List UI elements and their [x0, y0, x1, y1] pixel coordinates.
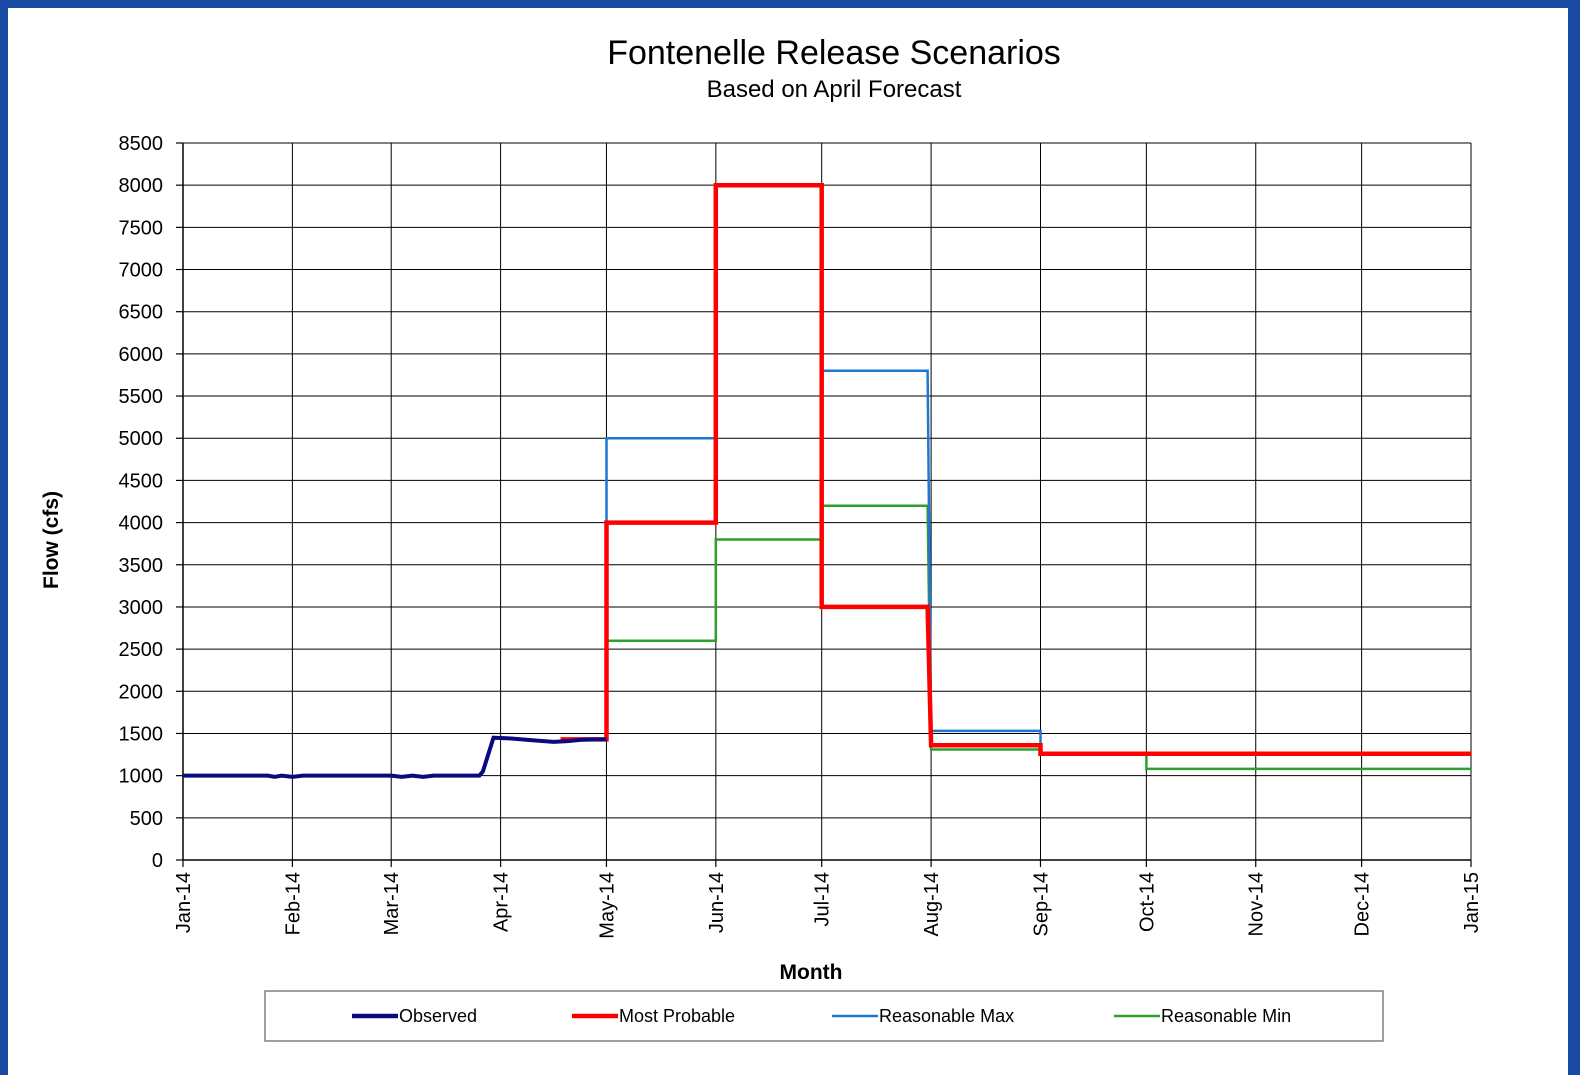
- y-tick-label: 7000: [119, 260, 164, 282]
- series-lines: [183, 182, 1471, 779]
- x-axis-label: Month: [780, 961, 843, 984]
- legend-label: Reasonable Max: [879, 1006, 1014, 1026]
- x-tick-label: Oct-14: [1136, 872, 1158, 932]
- y-tick-label: 5500: [119, 386, 164, 408]
- chart-title: Fontenelle Release Scenarios: [607, 34, 1061, 72]
- y-tick-label: 2500: [119, 639, 164, 661]
- y-tick-label: 8500: [119, 133, 164, 155]
- y-tick-label: 1000: [119, 766, 164, 788]
- x-tick-label: May-14: [596, 872, 618, 939]
- series-line-observed: [183, 735, 607, 779]
- legend-label: Reasonable Min: [1161, 1006, 1291, 1026]
- chart-subtitle: Based on April Forecast: [707, 76, 962, 103]
- x-tick-label: Apr-14: [491, 872, 513, 932]
- series-line-reasonable-max: [560, 183, 1471, 755]
- y-tick-label: 6000: [119, 344, 164, 366]
- x-tick-label: Jun-14: [706, 872, 728, 933]
- y-tick-label: 0: [152, 850, 163, 872]
- legend-label: Observed: [399, 1006, 477, 1026]
- x-tick-label: Nov-14: [1246, 872, 1268, 936]
- y-tick-label: 1500: [119, 723, 164, 745]
- x-tick-label: Jan-15: [1461, 872, 1483, 933]
- y-tick-label: 4000: [119, 513, 164, 535]
- gridlines: [182, 142, 1472, 861]
- y-tick-label: 6500: [119, 302, 164, 324]
- x-axis-ticks: Jan-14 Feb-14 Mar-14 Apr-14 May-14 Jun-14 Jul-…: [173, 860, 1483, 939]
- y-tick-label: 3500: [119, 555, 164, 577]
- y-tick-label: 7500: [119, 217, 164, 239]
- legend-box: [264, 990, 1384, 1042]
- series-line-reasonable-min: [560, 504, 1471, 771]
- x-tick-label: Aug-14: [921, 872, 943, 937]
- y-tick-label: 500: [130, 808, 163, 830]
- y-axis-ticks: 0 500 1000 1500 2000 2500 3000 3500 4000 4500 5000…: [119, 133, 183, 872]
- x-tick-label: Jul-14: [812, 872, 834, 926]
- y-tick-label: 4500: [119, 470, 164, 492]
- x-tick-label: Sep-14: [1030, 872, 1052, 937]
- y-axis-label: Flow (cfs): [40, 491, 63, 589]
- x-tick-label: Jan-14: [173, 872, 195, 933]
- legend-label: Most Probable: [619, 1006, 735, 1026]
- x-tick-label: Dec-14: [1352, 872, 1374, 936]
- slide-border-right: [1568, 0, 1580, 1075]
- y-tick-label: 8000: [119, 175, 164, 197]
- y-tick-label: 3000: [119, 597, 164, 619]
- x-tick-label: Feb-14: [282, 872, 304, 935]
- legend: Observed Most Probable Reasonable Max Reaso…: [352, 1006, 1291, 1026]
- y-tick-label: 2000: [119, 681, 164, 703]
- x-tick-label: Mar-14: [381, 872, 403, 935]
- y-tick-label: 5000: [119, 428, 164, 450]
- series-line-most-probable: [560, 182, 1471, 756]
